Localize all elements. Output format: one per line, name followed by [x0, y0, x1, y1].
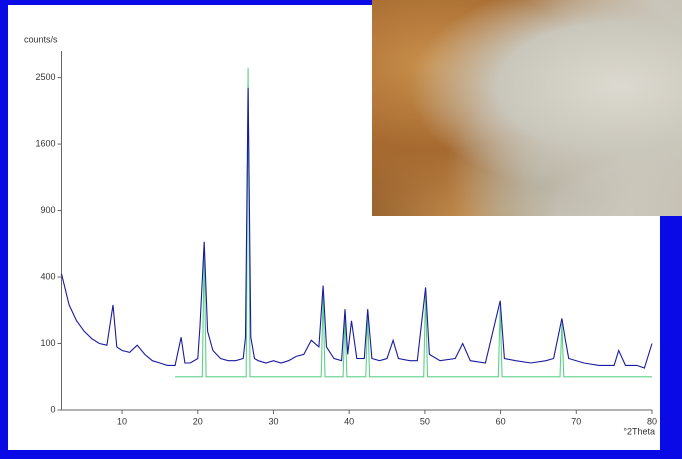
- x-tick-label: 10: [117, 416, 127, 426]
- y-tick-label: 400: [40, 271, 55, 281]
- y-tick-label: 0: [50, 404, 55, 414]
- x-tick-label: 50: [420, 416, 430, 426]
- y-tick-label: 1600: [35, 138, 55, 148]
- x-tick-label: 60: [496, 416, 506, 426]
- x-tick-label: 80: [647, 416, 657, 426]
- y-axis-label: counts/s: [24, 34, 58, 44]
- x-tick-label: 40: [344, 416, 354, 426]
- inset-photo: [372, 0, 682, 216]
- series-line: [175, 67, 652, 378]
- x-tick-label: 20: [193, 416, 203, 426]
- y-tick-label: 2500: [35, 72, 55, 82]
- y-tick-label: 100: [40, 338, 55, 348]
- x-tick-label: 30: [268, 416, 278, 426]
- y-tick-label: 900: [40, 205, 55, 215]
- x-axis-label: °2Theta: [623, 426, 655, 436]
- x-tick-label: 70: [571, 416, 581, 426]
- series-line: [60, 87, 653, 369]
